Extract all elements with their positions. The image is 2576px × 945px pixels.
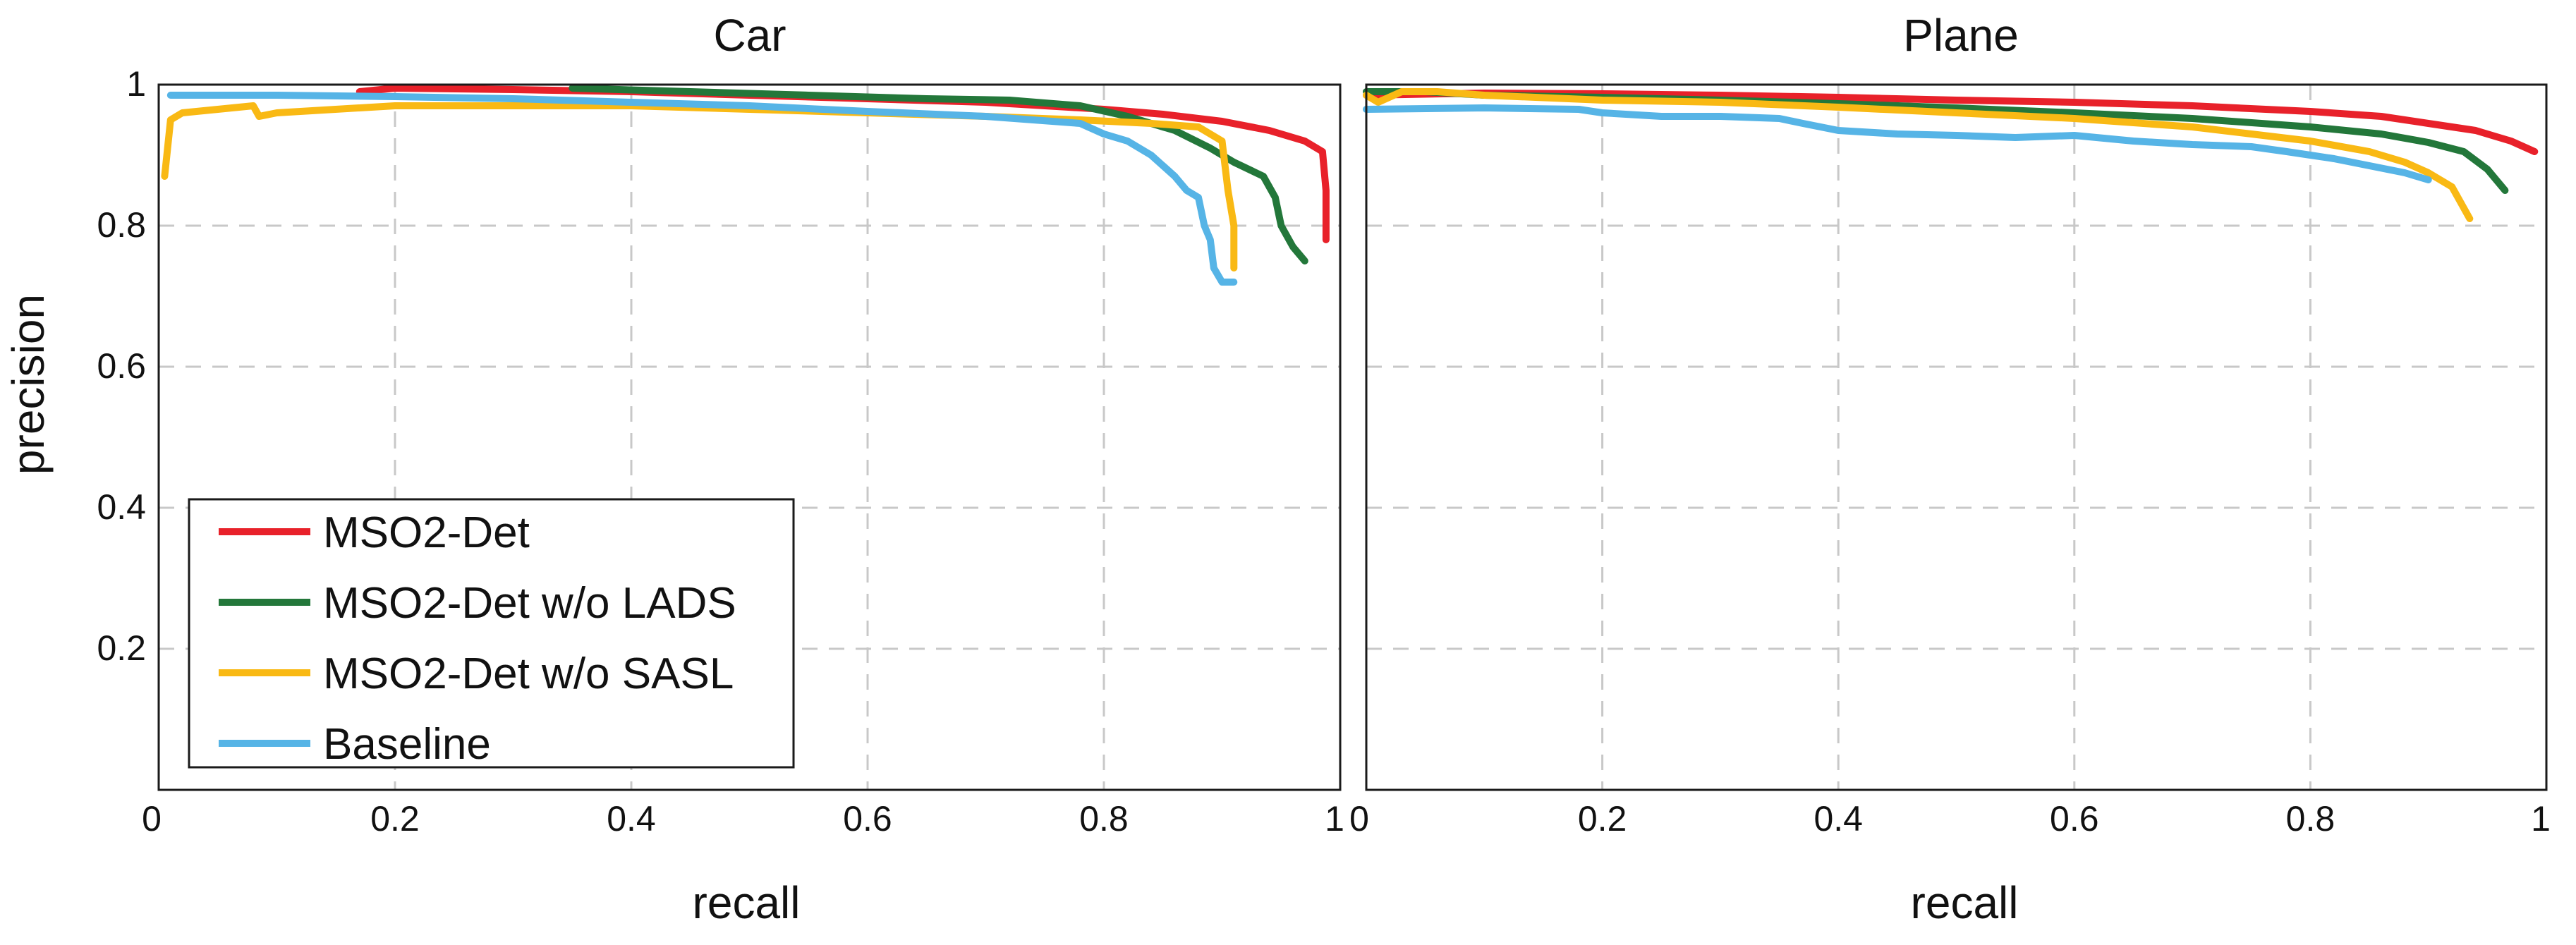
y-tick-label: 0.6 bbox=[97, 346, 146, 386]
plot-frame bbox=[1365, 83, 2548, 791]
x-tick-label: 0.6 bbox=[2050, 799, 2099, 839]
legend-label: MSO2-Det bbox=[323, 508, 530, 557]
x-axis-title-plane: recall bbox=[1911, 877, 2019, 928]
series-line-baseline bbox=[1363, 104, 2432, 183]
x-tick-label: 0.8 bbox=[1079, 799, 1129, 839]
x-tick-label: 0.4 bbox=[1813, 799, 1863, 839]
x-tick-label: 0.2 bbox=[370, 799, 420, 839]
legend-label: MSO2-Det w/o LADS bbox=[323, 579, 736, 628]
x-tick-label: 1 bbox=[2531, 799, 2551, 839]
series-line-mso2-det-w-o-lads bbox=[569, 85, 1308, 264]
x-tick-label: 0.8 bbox=[2286, 799, 2335, 839]
panel-title-plane: Plane bbox=[1903, 10, 2019, 61]
legend-label: MSO2-Det w/o SASL bbox=[323, 650, 734, 698]
y-axis-title: precision bbox=[3, 294, 54, 475]
y-tick-label: 0.4 bbox=[97, 487, 146, 527]
series-line-baseline bbox=[166, 92, 1238, 286]
series-line-mso2-det-w-o-sasl bbox=[1363, 88, 2474, 222]
x-tick-label: 0 bbox=[142, 799, 162, 839]
x-tick-label: 0.4 bbox=[607, 799, 656, 839]
x-tick-label: 0.6 bbox=[843, 799, 892, 839]
x-axis-title-car: recall bbox=[693, 877, 801, 928]
chart-panel-plane: Plane 0 0.2 0.4 0.6 0.8 1 recall bbox=[1349, 10, 2551, 928]
y-tick-label: 0.8 bbox=[97, 205, 146, 245]
panel-title-car: Car bbox=[713, 10, 786, 61]
legend-box bbox=[188, 498, 795, 769]
legend: MSO2-Det MSO2-Det w/o LADS MSO2-Det w/o SA… bbox=[188, 498, 795, 769]
x-tick-label: 0 bbox=[1349, 799, 1369, 839]
x-tick-label: 1 bbox=[1325, 799, 1344, 839]
y-tick-label: 0.2 bbox=[97, 628, 146, 668]
x-tick-label: 0.2 bbox=[1578, 799, 1627, 839]
chart-panel-car: Car 0 0.2 0.4 0.6 0.8 1 0.2 0.4 0.6 0.8 1 recall bbox=[97, 10, 1344, 928]
legend-label: Baseline bbox=[323, 720, 491, 769]
y-tick-label: 1 bbox=[126, 64, 146, 104]
plot-area-car: 0 0.2 0.4 0.6 0.8 1 0.2 0.4 0.6 0.8 1 bbox=[97, 64, 1344, 839]
series-line-mso2-det bbox=[1363, 90, 2539, 155]
plot-frame bbox=[157, 83, 1342, 791]
plot-area-plane: 0 0.2 0.4 0.6 0.8 1 bbox=[1349, 83, 2551, 839]
series-line-mso2-det-w-o-sasl bbox=[161, 102, 1238, 272]
